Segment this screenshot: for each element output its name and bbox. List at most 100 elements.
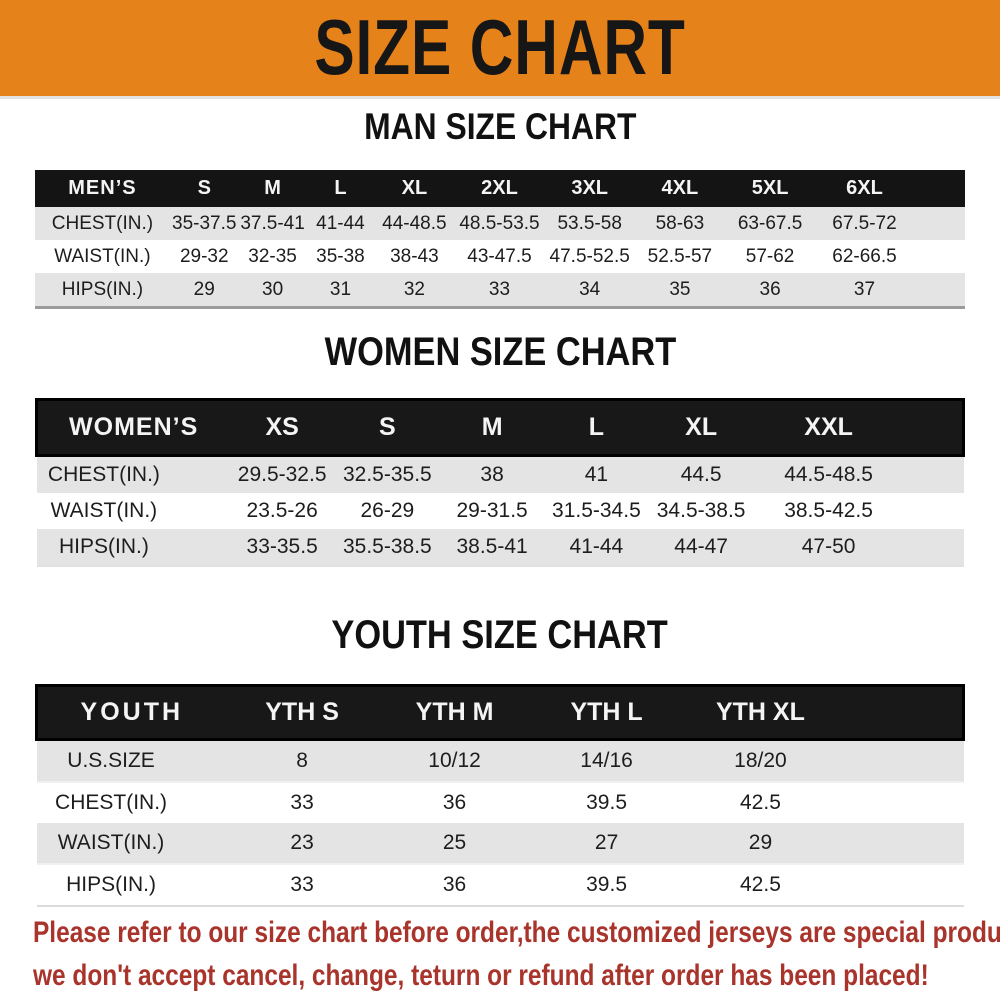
column-header: M xyxy=(264,177,281,199)
size-value: 33 xyxy=(488,278,511,300)
size-value: 39.5 xyxy=(530,863,683,906)
size-value: 44.5 xyxy=(680,463,722,486)
size-value: 38.5-42.5 xyxy=(784,499,873,522)
youth-size-table: YOUTH YTH S YTH M YTH L YTH XL U.S.SIZE 8 10/12… xyxy=(35,684,965,907)
size-value: 38.5-41 xyxy=(456,535,528,558)
size-value: 26-29 xyxy=(360,499,415,522)
youth-section-title: YOUTH SIZE CHART xyxy=(0,613,1000,658)
row-spacer xyxy=(838,823,963,864)
size-value: 32-35 xyxy=(248,245,297,267)
size-value: 30 xyxy=(262,278,284,300)
size-value: 62-66.5 xyxy=(832,245,897,267)
size-value: 58-63 xyxy=(655,212,705,234)
column-header: YTH XL xyxy=(715,698,805,726)
size-value: 39.5 xyxy=(530,781,683,823)
table-row: HIPS(IN.) 29 30 31 32 33 34 35 36 37 xyxy=(35,273,965,308)
row-spacer xyxy=(903,529,963,566)
size-value: 35-38 xyxy=(316,245,365,267)
column-header: S xyxy=(197,177,211,199)
column-header: L xyxy=(588,413,605,441)
size-value: 18/20 xyxy=(734,749,787,772)
size-value: 41 xyxy=(584,463,609,486)
size-value: 37.5-41 xyxy=(240,212,305,234)
size-value: 67.5-72 xyxy=(832,212,897,234)
size-value: 63-67.5 xyxy=(737,212,803,234)
row-spacer xyxy=(838,740,963,783)
row-label: U.S.SIZE xyxy=(67,749,155,772)
size-value: 37 xyxy=(853,278,876,300)
column-header: YTH S xyxy=(265,698,339,726)
table-header-label: WOMEN’S xyxy=(69,413,199,441)
table-header-label: YOUTH xyxy=(80,698,184,726)
size-value: 41-44 xyxy=(569,535,624,558)
size-value: 43-47.5 xyxy=(467,245,532,267)
size-value: 44.5-48.5 xyxy=(784,463,873,486)
header-spacer xyxy=(914,170,965,207)
size-value: 34.5-38.5 xyxy=(656,499,746,522)
row-spacer xyxy=(903,493,963,529)
table-row: CHEST(IN.) 35-37.5 37.5-41 41-44 44-48.5 48.5… xyxy=(35,207,965,240)
man-section-title: MAN SIZE CHART xyxy=(0,106,1000,148)
size-value: 36 xyxy=(759,278,781,300)
row-label: WAIST(IN.) xyxy=(57,831,165,854)
table-row: HIPS(IN.) 33 36 39.5 42.5 xyxy=(36,863,964,906)
youth-section-title-text: YOUTH SIZE CHART xyxy=(331,613,669,657)
order-notice-line-1: Please refer to our size chart before or… xyxy=(33,916,1000,949)
row-spacer xyxy=(903,456,963,494)
table-header-row: WOMEN’S XS S M L XL XXL xyxy=(36,399,964,456)
table-header-label: MEN’S xyxy=(68,177,137,199)
row-spacer xyxy=(914,240,965,273)
column-header: 2XL xyxy=(481,177,518,199)
table-row: HIPS(IN.) 33-35.5 35.5-38.5 38.5-41 41-44 44-… xyxy=(36,529,964,566)
size-value: 33 xyxy=(225,781,379,823)
column-header: S xyxy=(379,413,396,441)
row-label: WAIST(IN.) xyxy=(50,499,158,522)
man-size-table: MEN’S S M L XL 2XL 3XL 4XL 5XL 6XL CHEST(IN.) 35-37… xyxy=(35,170,965,309)
column-header: 6XL xyxy=(846,177,883,199)
banner-title: SIZE CHART xyxy=(314,4,686,92)
size-value: 57-62 xyxy=(745,245,795,267)
size-value: 44-47 xyxy=(674,535,728,558)
column-header: XXL xyxy=(804,413,853,441)
size-value: 41-44 xyxy=(316,212,365,234)
order-notice-line-2: we don't accept cancel, change, teturn o… xyxy=(33,959,929,992)
size-value: 36 xyxy=(378,781,531,823)
column-header: YTH M xyxy=(415,698,494,726)
size-value: 29 xyxy=(748,831,773,854)
row-label: WAIST(IN.) xyxy=(54,245,151,267)
size-value: 14/16 xyxy=(580,749,633,772)
size-value: 35 xyxy=(669,278,691,300)
size-value: 33 xyxy=(225,863,379,906)
size-value: 33-35.5 xyxy=(246,535,318,558)
column-header: L xyxy=(334,177,347,199)
man-section-title-text: MAN SIZE CHART xyxy=(363,106,637,147)
size-value: 23.5-26 xyxy=(246,499,318,522)
column-header: XL xyxy=(401,177,428,199)
size-value: 38 xyxy=(480,463,504,486)
table-header-row: MEN’S S M L XL 2XL 3XL 4XL 5XL 6XL xyxy=(35,170,965,207)
column-header: 3XL xyxy=(571,177,609,199)
women-section-title-text: WOMEN SIZE CHART xyxy=(324,330,676,374)
table-header-row: YOUTH YTH S YTH M YTH L YTH XL xyxy=(36,685,964,740)
table-row: WAIST(IN.) 29-32 32-35 35-38 38-43 43-47.5 47.… xyxy=(35,240,965,273)
table-row: U.S.SIZE 8 10/12 14/16 18/20 xyxy=(36,739,964,783)
size-value: 10/12 xyxy=(428,749,481,772)
size-value: 42.5 xyxy=(682,863,839,906)
table-row: CHEST(IN.) 29.5-32.5 32.5-35.5 38 41 44.5 44.5… xyxy=(36,455,964,494)
size-value: 47-50 xyxy=(801,535,856,558)
size-value: 29.5-32.5 xyxy=(237,463,327,486)
column-header: YTH L xyxy=(570,698,643,726)
size-chart-banner: SIZE CHART xyxy=(0,0,1000,96)
row-label: CHEST(IN.) xyxy=(36,781,226,823)
row-label: HIPS(IN.) xyxy=(61,278,144,300)
size-value: 32.5-35.5 xyxy=(342,463,432,486)
row-spacer xyxy=(838,781,964,823)
column-header: XS xyxy=(265,413,299,441)
size-value: 36 xyxy=(378,863,531,906)
size-value: 53.5-58 xyxy=(557,212,622,234)
size-value: 34 xyxy=(579,278,601,300)
table-row: CHEST(IN.) 33 36 39.5 42.5 xyxy=(36,781,964,823)
column-header: 5XL xyxy=(751,177,789,199)
size-value: 29-31.5 xyxy=(456,499,528,522)
row-label: CHEST(IN.) xyxy=(47,463,160,486)
